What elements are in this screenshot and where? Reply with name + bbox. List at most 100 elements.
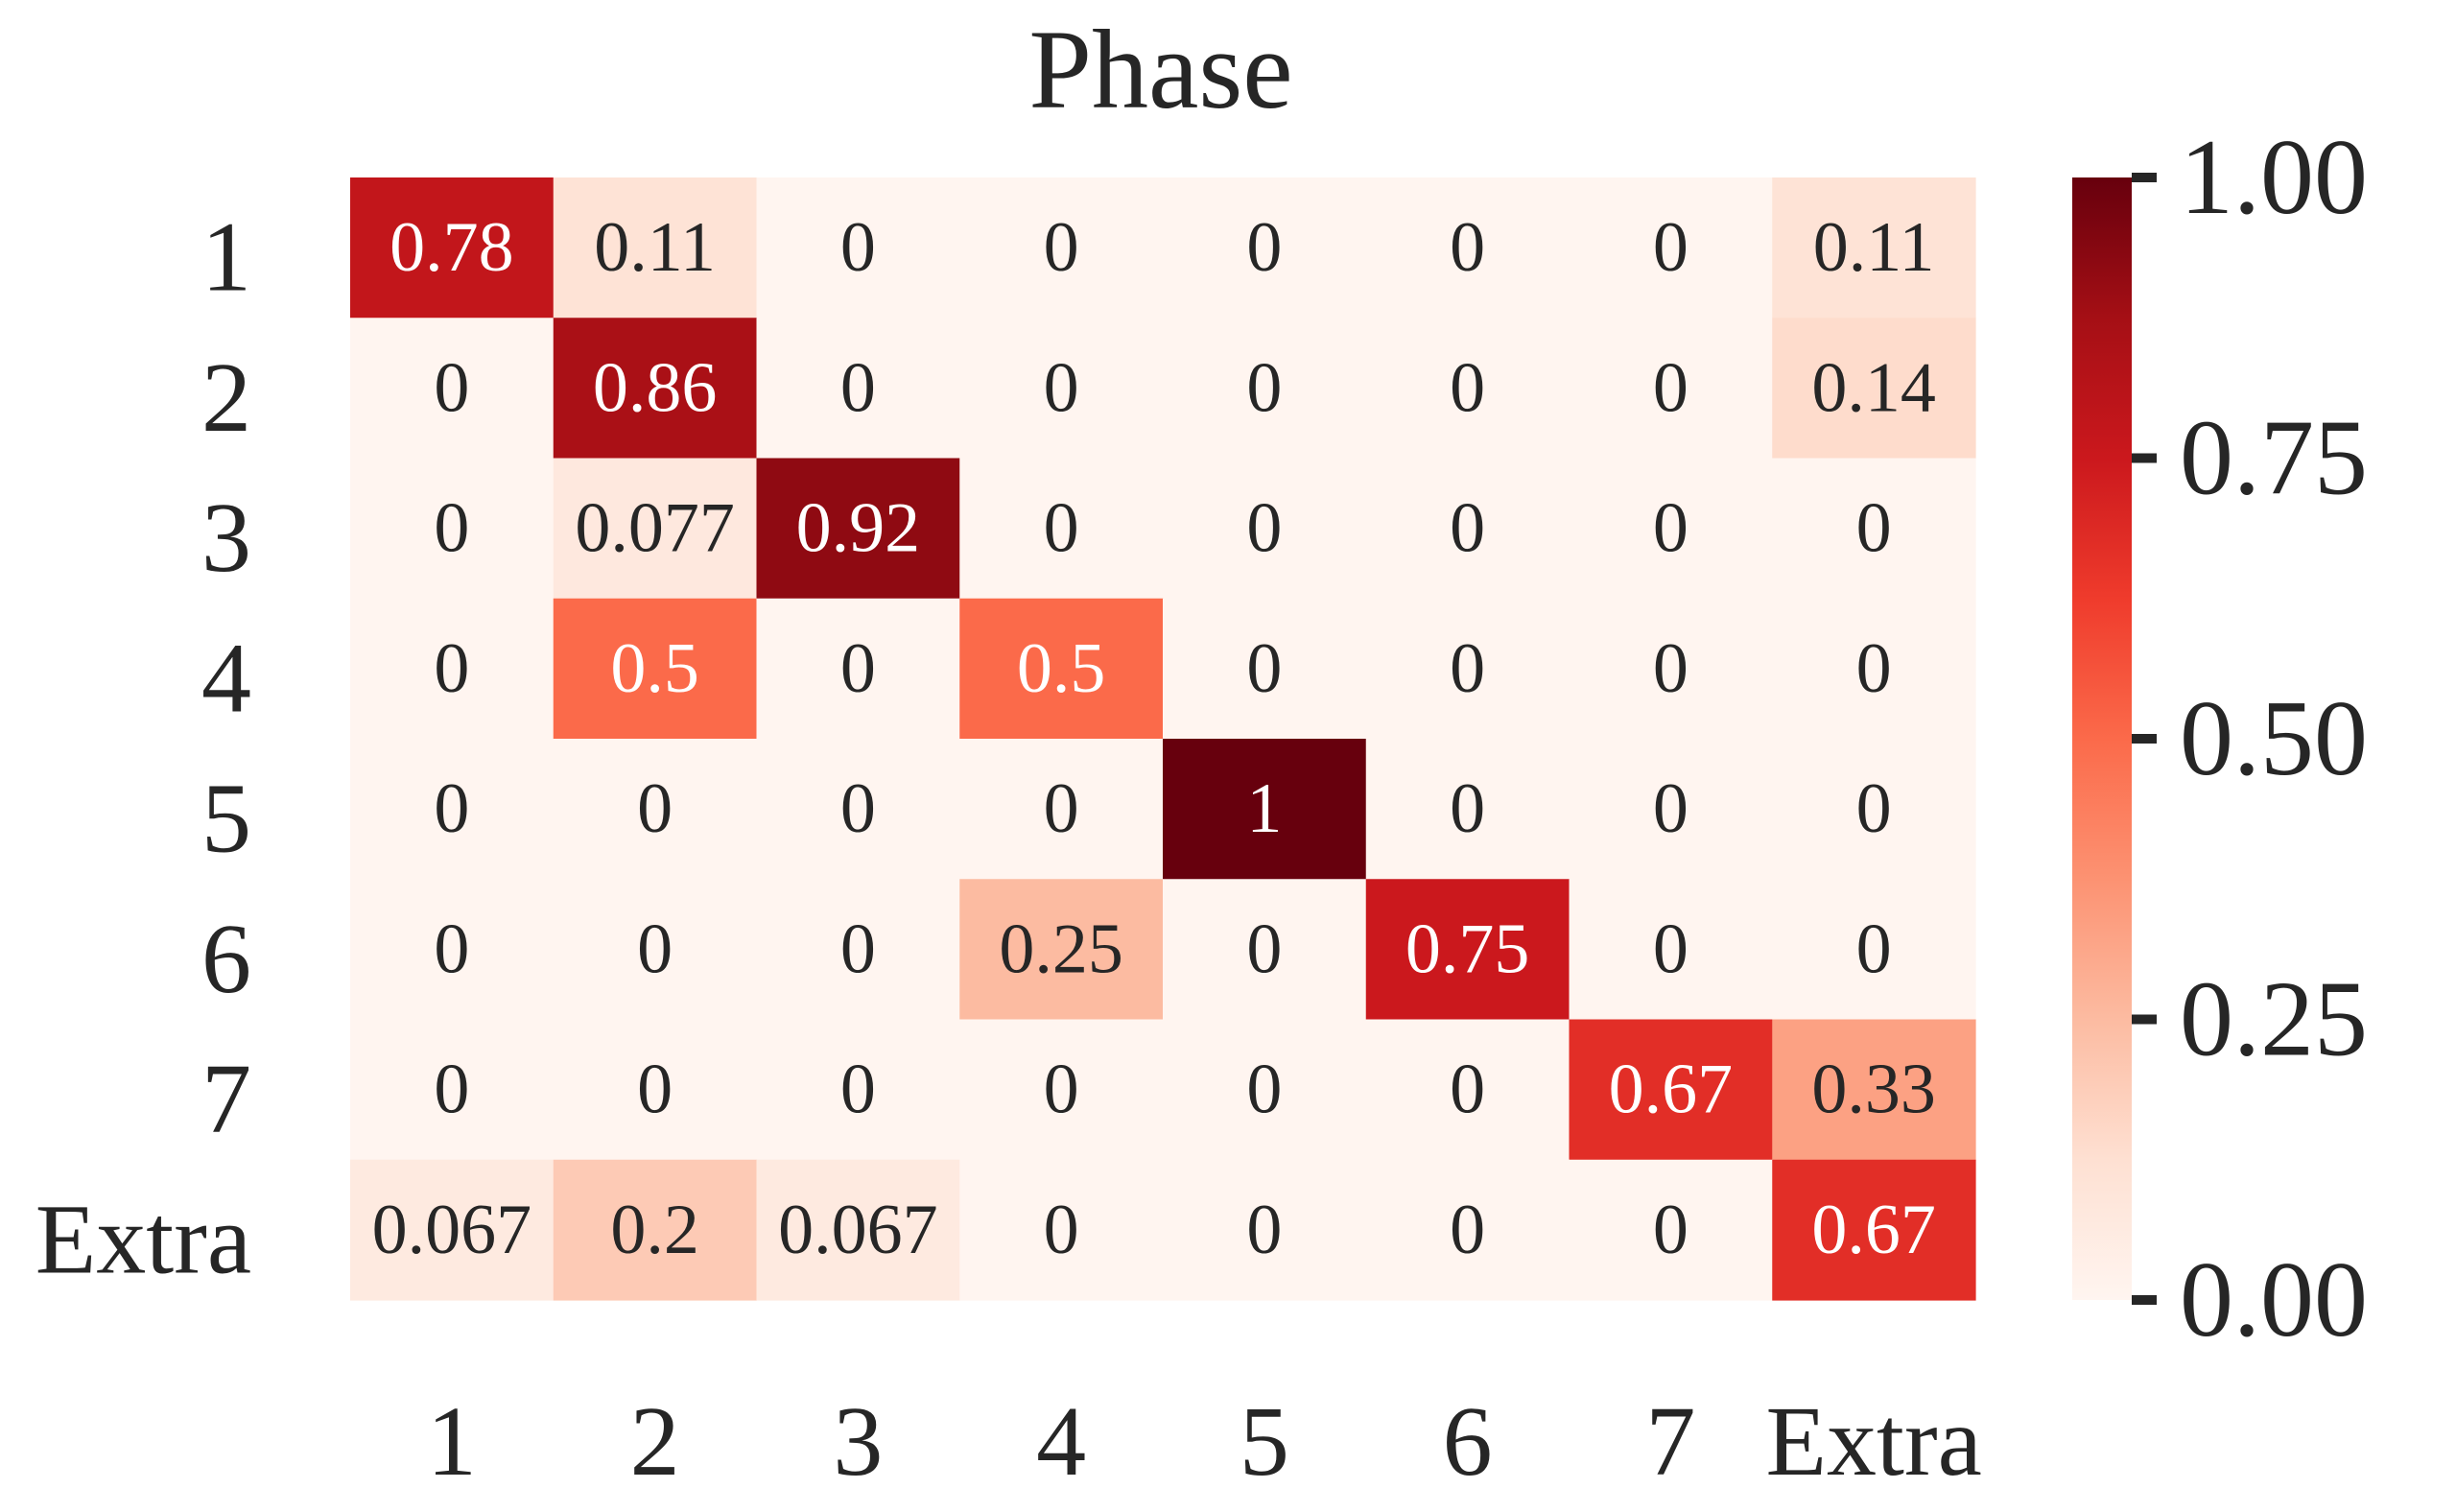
y-tick-label: 3 [201, 483, 251, 593]
y-tick-label: 6 [201, 904, 251, 1014]
heatmap-cell-label: 0.86 [593, 348, 718, 427]
heatmap-cell-label: 0 [1044, 1191, 1079, 1269]
heatmap-cell-label: 0 [1856, 769, 1892, 848]
heatmap-cell-r6-c3 [756, 879, 960, 1021]
heatmap-cell-label: 0 [840, 348, 876, 427]
heatmap-cell-label: 0 [434, 489, 469, 568]
heatmap-cell-label: 0.67 [1609, 1051, 1734, 1129]
heatmap-cell-label: 0 [1450, 1191, 1485, 1269]
heatmap-cell-label: 0 [1450, 1051, 1485, 1129]
heatmap-cell-r3-c6 [1365, 458, 1570, 600]
heatmap-cell-r7-c7 [1569, 1019, 1773, 1161]
heatmap-cell-r8-c8 [1772, 1159, 1976, 1301]
colorbar-tick-label: 1.00 [2180, 118, 2368, 237]
heatmap-cell-r7-c6 [1365, 1019, 1570, 1161]
heatmap-cell-r2-c6 [1365, 318, 1570, 460]
heatmap-cells [350, 177, 1976, 1301]
heatmap-cell-label: 0 [1044, 348, 1079, 427]
heatmap-cell-label: 0 [840, 769, 876, 848]
heatmap-cell-r2-c8 [1772, 318, 1976, 460]
heatmap-cell-label: 0 [1246, 348, 1282, 427]
heatmap-cell-r3-c7 [1569, 458, 1773, 600]
heatmap-cell-r3-c3 [756, 458, 960, 600]
heatmap-cell-r2-c5 [1163, 318, 1367, 460]
heatmap-cell-r5-c4 [959, 739, 1164, 880]
heatmap-cell-r7-c2 [553, 1019, 758, 1161]
heatmap-cell-r6-c4 [959, 879, 1164, 1021]
heatmap-cell-r5-c8 [1772, 739, 1976, 880]
heatmap-cell-label: 0 [1450, 629, 1485, 708]
colorbar-ticks: 0.00 0.25 0.50 0.75 1.00 [2132, 118, 2368, 1359]
colorbar-gradient-bar [2072, 177, 2132, 1300]
heatmap-cell-r6-c1 [350, 879, 555, 1021]
heatmap-cell-r1-c7 [1569, 177, 1773, 319]
heatmap-cell-label: 0 [1450, 769, 1485, 848]
colorbar-tick-label: 0.50 [2180, 679, 2368, 798]
heatmap-cell-label: 0.5 [1017, 629, 1106, 708]
heatmap-cell-label: 0 [840, 910, 876, 988]
heatmap-cell-r8-c6 [1365, 1159, 1570, 1301]
heatmap-cell-label: 0 [434, 1051, 469, 1129]
heatmap-cell-r1-c8 [1772, 177, 1976, 319]
heatmap-cell-label: 0 [637, 769, 673, 848]
heatmap-cell-label: 0 [1246, 208, 1282, 287]
y-axis-tick-labels: 1 2 3 4 5 6 7 Extra [35, 202, 251, 1295]
colorbar: 0.00 0.25 0.50 0.75 1.00 [2072, 118, 2368, 1359]
heatmap-cell-r6-c8 [1772, 879, 1976, 1021]
heatmap-cell-label: 0 [434, 910, 469, 988]
heatmap-cell-r4-c7 [1569, 598, 1773, 740]
colorbar-tick-label: 0.75 [2180, 399, 2368, 518]
heatmap-cell-label: 0 [1653, 489, 1688, 568]
heatmap-cell-label: 0.92 [796, 489, 921, 568]
heatmap-cell-r1-c2 [553, 177, 758, 319]
x-tick-label: 2 [630, 1386, 680, 1497]
y-tick-label: 5 [201, 764, 251, 874]
heatmap-cell-label: 0 [637, 1051, 673, 1129]
heatmap-cell-r4-c5 [1163, 598, 1367, 740]
heatmap-cell-r1-c1 [350, 177, 555, 319]
heatmap-cell-label: 0 [1653, 1191, 1688, 1269]
heatmap-cell-label: 0 [1246, 629, 1282, 708]
heatmap-cell-r4-c1 [350, 598, 555, 740]
heatmap-cell-label: 0 [1856, 910, 1892, 988]
heatmap-cell-r6-c5 [1163, 879, 1367, 1021]
heatmap-cell-label: 0 [1044, 769, 1079, 848]
heatmap-cell-label: 0 [1246, 910, 1282, 988]
heatmap-cell-r8-c3 [756, 1159, 960, 1301]
heatmap-cell-label: 0 [1653, 629, 1688, 708]
heatmap-cell-label: 0 [1856, 629, 1892, 708]
heatmap-cell-r6-c6 [1365, 879, 1570, 1021]
heatmap-cell-r6-c2 [553, 879, 758, 1021]
heatmap-cell-label: 0.33 [1811, 1051, 1936, 1129]
heatmap-cell-r6-c7 [1569, 879, 1773, 1021]
heatmap-cell-label: 0.75 [1405, 910, 1530, 988]
heatmap-cell-r1-c4 [959, 177, 1164, 319]
x-tick-label: 7 [1645, 1386, 1695, 1497]
heatmap-cell-r8-c7 [1569, 1159, 1773, 1301]
heatmap-cell-label: 0 [1450, 348, 1485, 427]
heatmap-cell-r7-c4 [959, 1019, 1164, 1161]
heatmap-cell-r7-c8 [1772, 1019, 1976, 1161]
heatmap-cell-label: 0.11 [594, 208, 716, 287]
heatmap-cell-label: 0 [1246, 489, 1282, 568]
y-tick-label: 1 [201, 202, 251, 313]
heatmap-cell-r7-c5 [1163, 1019, 1367, 1161]
heatmap-cell-r8-c2 [553, 1159, 758, 1301]
heatmap-cell-r5-c2 [553, 739, 758, 880]
heatmap-cell-r7-c3 [756, 1019, 960, 1161]
heatmap-cell-label: 0 [840, 629, 876, 708]
heatmap-cell-label: 0 [434, 348, 469, 427]
x-tick-label: 6 [1443, 1386, 1493, 1497]
heatmap-cell-r3-c1 [350, 458, 555, 600]
heatmap-cell-r8-c5 [1163, 1159, 1367, 1301]
x-tick-label: 4 [1036, 1386, 1086, 1497]
x-axis-tick-labels: 1 2 3 4 5 6 7 Extra [427, 1386, 1982, 1497]
heatmap-cell-label: 0.14 [1811, 348, 1936, 427]
x-tick-label: 3 [833, 1386, 883, 1497]
heatmap-cell-r5-c7 [1569, 739, 1773, 880]
heatmap-cell-r5-c3 [756, 739, 960, 880]
y-tick-label: 4 [201, 623, 251, 733]
heatmap-cell-label: 0 [1246, 1051, 1282, 1129]
heatmap-cell-r4-c6 [1365, 598, 1570, 740]
